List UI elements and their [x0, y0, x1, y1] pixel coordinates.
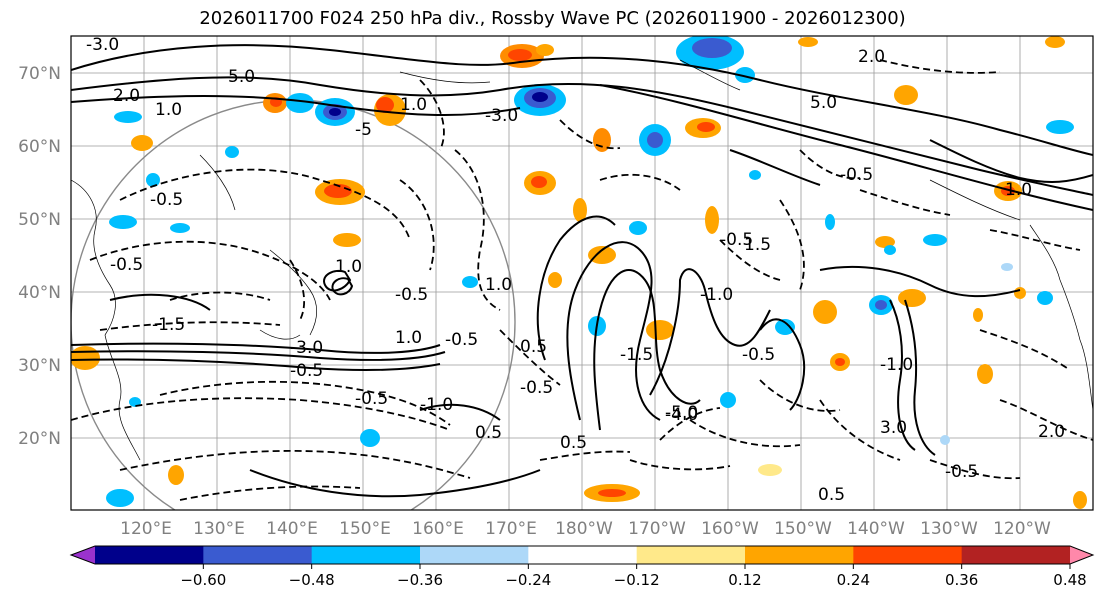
colorbar-segment: [636, 546, 746, 564]
colorbar-tick-label: 0.12: [728, 571, 761, 589]
colorbar-tick-label: 0.24: [837, 571, 870, 589]
lat-label: 40°N: [18, 283, 61, 303]
contour-label: -3.0: [86, 35, 119, 55]
solid-contours: [71, 44, 1093, 498]
divergence-shading: [71, 36, 1087, 509]
contour-label: -0.5: [840, 165, 873, 185]
contour-label: -0.5: [355, 389, 388, 409]
contour-label: 2.0: [113, 86, 140, 106]
map-frame: [70, 35, 1094, 511]
lon-label: 150°E: [339, 519, 391, 539]
contour-label: -0.5: [110, 255, 143, 275]
lat-label: 20°N: [18, 429, 61, 449]
contour-label: -0.5: [445, 330, 478, 350]
contour-label: 1.5: [744, 235, 771, 255]
gridlines: [71, 36, 1093, 510]
colorbar-tick-label: 0.36: [945, 571, 978, 589]
lon-label: 160°E: [412, 519, 464, 539]
contour-label: 0.5: [520, 337, 547, 357]
colorbar-segment: [311, 546, 421, 564]
contour-label: 0.5: [475, 423, 502, 443]
lon-label: 130°E: [193, 519, 245, 539]
lat-label: 70°N: [18, 64, 61, 84]
colorbar-tick-label: 0.48: [1053, 571, 1086, 589]
contour-labels: -3.0 5.0 2.0 1.0 -5 1.0 -3.0 -0.5 -0.5 1.0 -0.5 -1.…: [86, 35, 1065, 505]
lat-label: 60°N: [18, 137, 61, 157]
contour-label: 1.0: [485, 275, 512, 295]
contour-label: -0.5: [945, 462, 978, 482]
contour-label: -0.5: [290, 361, 323, 381]
contour-label: -1.0: [880, 355, 913, 375]
longitude-labels: 120°E 130°E 140°E 150°E 160°E 170°E 180°W 170°W…: [120, 519, 1051, 539]
contour-label: 5.0: [228, 67, 255, 87]
lon-label: 170°W: [628, 519, 686, 539]
contour-label: -0.5: [395, 285, 428, 305]
colorbar-extend-min: [71, 546, 95, 564]
colorbar-segment: [745, 546, 854, 564]
contour-label: -0.5: [150, 190, 183, 210]
contour-label: -1.5: [152, 315, 185, 335]
contour-label: -5: [355, 120, 372, 140]
lon-label: 120°E: [120, 519, 172, 539]
contour-label: 1.0: [1005, 180, 1032, 200]
colorbar-tick-label: −0.48: [289, 571, 335, 589]
contour-label: 1.0: [155, 100, 182, 120]
colorbar-segment: [420, 546, 529, 564]
lat-label: 30°N: [18, 356, 61, 376]
contour-label: 2.0: [858, 47, 885, 67]
colorbar-tick-label: −0.12: [614, 571, 660, 589]
colorbar-segment: [203, 546, 313, 564]
contour-label: 1.0: [400, 95, 427, 115]
contour-label: 2.0: [1038, 422, 1065, 442]
colorbar-tick-label: −0.36: [397, 571, 443, 589]
lon-label: 180°W: [555, 519, 613, 539]
contour-label: -1.5: [620, 345, 653, 365]
lon-label: 140°W: [847, 519, 905, 539]
lon-label: 160°W: [701, 519, 759, 539]
contour-label: -1.0: [420, 395, 453, 415]
colorbar-segment: [961, 546, 1071, 564]
lon-label: 150°W: [774, 519, 832, 539]
colorbar-segment: [95, 546, 204, 564]
lat-label: 50°N: [18, 210, 61, 230]
contour-label: -3.0: [290, 338, 323, 358]
contour-label: 0.5: [560, 433, 587, 453]
contour-label: -3.0: [485, 106, 518, 126]
contour-label: -0.5: [720, 230, 753, 250]
dashed-contours: [71, 59, 1093, 501]
contour-label: -0.5: [520, 378, 553, 398]
colorbar-extend-max: [1070, 546, 1093, 564]
colorbar-tick-label: −0.60: [180, 571, 226, 589]
lon-label: 140°E: [266, 519, 318, 539]
lon-label: 120°W: [993, 519, 1051, 539]
map-title: 2026011700 F024 250 hPa div., Rossby Wav…: [199, 8, 906, 29]
contour-label: 1.0: [395, 328, 422, 348]
lon-label: 170°E: [485, 519, 537, 539]
colorbar: −0.60 −0.48 −0.36 −0.24 −0.12 0.12 0.24 0.36 0.4…: [69, 545, 1095, 589]
contour-label: -4.0: [665, 405, 698, 425]
contour-label: 5.0: [810, 93, 837, 113]
colorbar-tick-label: −0.24: [505, 571, 551, 589]
lon-label: 130°W: [920, 519, 978, 539]
contour-label: -1.0: [700, 285, 733, 305]
contour-label: 0.5: [818, 485, 845, 505]
coastlines: [71, 59, 1093, 461]
contour-label: -0.5: [742, 345, 775, 365]
latitude-labels: 70°N 60°N 50°N 40°N 30°N 20°N: [18, 64, 61, 449]
colorbar-segment: [528, 546, 638, 564]
contour-label: 1.0: [335, 257, 362, 277]
colorbar-outline: [69, 545, 1095, 565]
map-panel: -3.0 5.0 2.0 1.0 -5 1.0 -3.0 -0.5 -0.5 1.0 -0.5 -1.…: [70, 35, 1094, 511]
colorbar-segment: [853, 546, 963, 564]
contour-label: 3.0: [880, 418, 907, 438]
contour-label: -5.0: [665, 403, 698, 423]
